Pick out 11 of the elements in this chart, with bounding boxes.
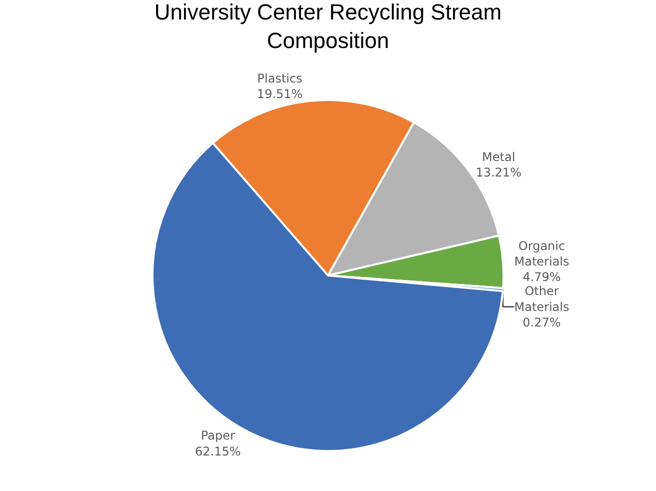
slice-label: Paper <box>200 428 235 443</box>
chart-title: University Center Recycling Stream Composition <box>154 0 502 54</box>
data-label: 19.51% <box>256 87 303 102</box>
slice-label: Plastics <box>257 71 302 86</box>
data-label: 62.15% <box>195 444 241 458</box>
slice-label: Other Materials <box>514 284 570 314</box>
slice-label: Organic Materials <box>514 239 570 269</box>
slice-label: Metal <box>482 150 516 164</box>
data-label: 0.27% <box>522 315 561 330</box>
data-label: 13.21% <box>476 166 522 180</box>
data-label: 4.79% <box>522 270 561 284</box>
